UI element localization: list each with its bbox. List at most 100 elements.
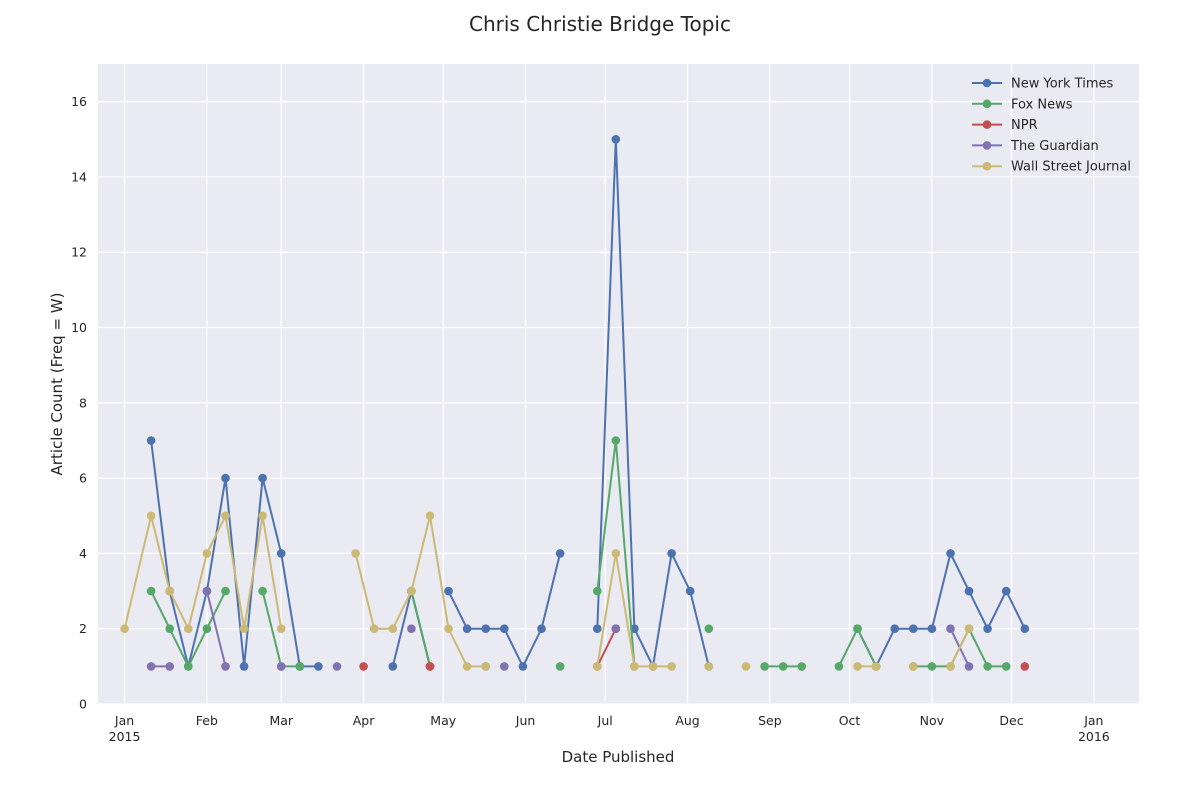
- data-point: [667, 662, 676, 671]
- data-point: [1020, 662, 1030, 671]
- x-axis-label: Date Published: [562, 748, 675, 766]
- x-tick-label: Jul: [597, 713, 613, 728]
- data-point: [146, 511, 156, 521]
- x-tick-label: Oct: [839, 713, 861, 728]
- data-point: [871, 662, 881, 671]
- data-point: [685, 586, 695, 596]
- x-tick-label: Jan: [114, 713, 134, 728]
- data-point: [611, 624, 621, 633]
- data-point: [630, 662, 639, 671]
- data-point: [425, 511, 435, 521]
- data-point: [314, 662, 323, 671]
- x-tick-sublabel: 2016: [1078, 729, 1110, 744]
- data-point: [555, 549, 565, 558]
- data-point: [500, 662, 509, 671]
- y-tick-label: 16: [71, 94, 87, 109]
- data-point: [481, 662, 491, 671]
- x-tick-label: Dec: [999, 713, 1023, 728]
- x-tick-label: May: [430, 713, 456, 728]
- data-point: [165, 662, 174, 671]
- data-point: [611, 135, 621, 144]
- data-point: [927, 662, 937, 671]
- data-point: [1001, 586, 1011, 596]
- data-point: [983, 662, 992, 671]
- data-point: [593, 586, 602, 596]
- data-point: [184, 624, 193, 633]
- data-point: [444, 586, 453, 596]
- data-point: [667, 549, 676, 558]
- y-tick-label: 14: [71, 169, 87, 184]
- data-point: [184, 662, 193, 671]
- series-line: [410, 590, 431, 667]
- x-tick-label: Jan: [1083, 713, 1103, 728]
- data-point: [258, 473, 267, 483]
- data-point: [704, 624, 714, 633]
- y-tick-label: 2: [79, 621, 87, 636]
- data-point: [295, 662, 305, 671]
- legend-marker: [982, 78, 992, 88]
- data-point: [202, 586, 212, 596]
- data-point: [388, 662, 398, 671]
- legend-label: Wall Street Journal: [1011, 160, 1131, 175]
- x-tick-label: Nov: [920, 713, 945, 728]
- data-point: [797, 662, 806, 671]
- legend-marker: [982, 120, 992, 129]
- data-point: [946, 549, 955, 558]
- y-tick-label: 8: [79, 395, 87, 410]
- data-point: [407, 624, 416, 633]
- data-point: [890, 624, 899, 633]
- data-point: [537, 624, 546, 633]
- data-point: [611, 436, 621, 445]
- y-tick-label: 10: [71, 320, 87, 335]
- y-axis-ticks: 0 2 4 6 8 10 12 14 16: [71, 94, 87, 711]
- data-point: [221, 511, 230, 521]
- data-point: [202, 624, 212, 633]
- series-line: [949, 628, 970, 667]
- y-tick-label: 6: [79, 471, 87, 486]
- data-point: [202, 549, 212, 558]
- data-point: [359, 662, 368, 671]
- data-point: [444, 624, 453, 633]
- data-point: [964, 624, 974, 633]
- data-point: [221, 662, 230, 671]
- data-point: [611, 549, 621, 558]
- data-point: [927, 624, 937, 633]
- data-point: [239, 624, 249, 633]
- data-point: [983, 624, 992, 633]
- data-point: [276, 624, 286, 633]
- data-point: [704, 662, 714, 671]
- data-point: [462, 662, 472, 671]
- data-point: [239, 662, 249, 671]
- legend-label: The Guardian: [1010, 139, 1099, 154]
- data-point: [258, 586, 267, 596]
- data-point: [853, 624, 862, 633]
- y-tick-label: 12: [71, 245, 87, 260]
- data-point: [946, 624, 955, 633]
- data-point: [425, 662, 435, 671]
- data-point: [481, 624, 491, 633]
- data-point: [909, 662, 918, 671]
- legend-marker: [982, 161, 992, 171]
- data-point: [500, 624, 509, 633]
- data-point: [853, 662, 862, 671]
- x-tick-sublabel: 2015: [109, 729, 141, 744]
- data-point: [462, 624, 472, 633]
- legend-label: NPR: [1011, 118, 1038, 133]
- legend-marker: [982, 99, 992, 109]
- data-point: [221, 473, 230, 483]
- data-point: [351, 549, 360, 558]
- series-group: [120, 135, 1030, 671]
- x-tick-label: Sep: [758, 713, 782, 728]
- series-line: [596, 628, 617, 667]
- x-tick-label: Jun: [515, 713, 536, 728]
- data-point: [146, 436, 156, 445]
- data-point: [518, 662, 528, 671]
- data-point: [648, 662, 658, 671]
- series-line: [856, 552, 1026, 668]
- data-point: [165, 624, 174, 633]
- chart-title: Chris Christie Bridge Topic: [469, 12, 731, 36]
- data-point: [146, 662, 156, 671]
- plot-area: [98, 64, 1139, 704]
